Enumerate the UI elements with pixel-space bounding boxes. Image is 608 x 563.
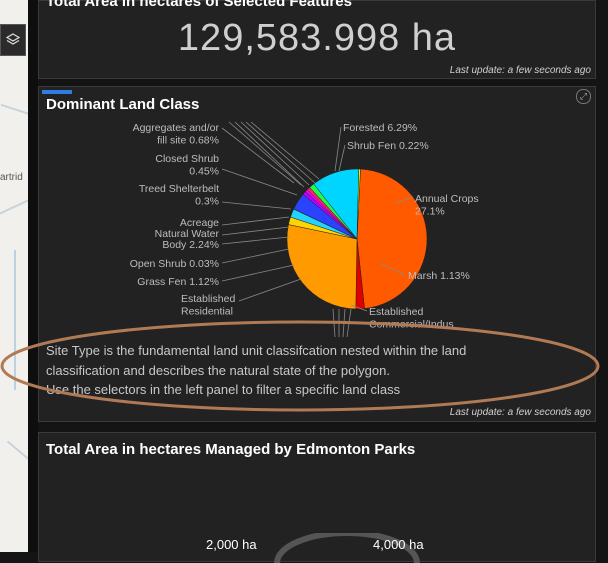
pie-chart[interactable]: Aggregates and/or fill site 0.68% Closed S… [39, 87, 595, 337]
map-road [6, 440, 28, 462]
gauge-arc [274, 533, 420, 563]
leader-line [221, 236, 290, 245]
layers-icon [6, 33, 20, 45]
last-update: Last update: a few seconds ago [449, 407, 591, 418]
widget-title: Dominant Land Class [46, 96, 200, 113]
leader-line [221, 248, 290, 264]
pie-slice[interactable] [356, 168, 361, 240]
pie-label-line: Natural Water [155, 228, 220, 240]
pie-label-line: Open Shrub 0.03% [130, 258, 219, 270]
pie-label-line: Annual Crops [415, 193, 479, 205]
expand-icon[interactable]: ⤢ [576, 89, 591, 104]
pie-label: Natural Water [155, 228, 220, 240]
pie-label-line: Grass Fen 1.12% [137, 276, 219, 288]
gauge-min-label: 2,000 ha [206, 537, 257, 552]
map-road [0, 103, 28, 119]
leader-line [221, 216, 290, 226]
leader-line [245, 121, 316, 184]
pie-label-line: 0.45% [189, 166, 219, 178]
leader-line [334, 126, 342, 172]
pie-label-line: Treed Shelterbelt [139, 183, 219, 195]
panel-gutter [28, 0, 38, 552]
leader-line [394, 196, 414, 204]
description-text: Site Type is the fundamental land unit c… [46, 341, 566, 400]
description-line: classification and describes the natural… [46, 362, 390, 378]
last-update: Last update: a few seconds ago [449, 65, 591, 76]
leader-line [228, 121, 302, 186]
widget-title: Total Area in hectares Managed by Edmont… [46, 441, 416, 458]
description-line: Use the selectors in the left panel to f… [46, 382, 401, 397]
leader-line [240, 121, 310, 186]
pie-label-line: Aggregates and/or [133, 122, 220, 134]
leader-line [350, 304, 368, 312]
pie-label-line: Acreage [180, 217, 219, 229]
leader-line [221, 168, 298, 196]
pie-label-line: Closed Shrub [155, 153, 219, 165]
annotation-ellipse [0, 320, 600, 412]
pie-label-line: Residential [181, 306, 233, 318]
pie-slice[interactable] [356, 168, 428, 309]
pie-label: Annual Crops 27.1% [415, 193, 479, 218]
pie-label: Body 2.24% [162, 239, 219, 251]
pie-label-line: 27.1% [415, 206, 445, 218]
pie-label: Grass Fen 1.12% [137, 276, 219, 288]
pie-label-line: Forested 6.29% [343, 122, 417, 134]
leader-line [338, 144, 346, 172]
description-line: Site Type is the fundamental land unit c… [46, 343, 467, 358]
leader-line [378, 262, 406, 276]
map-river [14, 250, 16, 390]
managed-area-widget: Total Area in hectares Managed by Edmont… [38, 432, 596, 563]
leader-line [221, 226, 290, 236]
total-area-value: 129,583.998 ha [177, 17, 457, 59]
gauge-max-label: 4,000 ha [373, 537, 424, 552]
area-selected-widget: Total Area in hectares of Selected Featu… [38, 0, 596, 79]
drag-handle[interactable] [42, 90, 72, 94]
pie-label-line: Shrub Fen 0.22% [347, 140, 429, 152]
map-view[interactable]: artrid [0, 0, 28, 552]
leader-line [221, 127, 295, 184]
leader-line [221, 264, 295, 282]
leader-lines [221, 121, 414, 337]
pie-label-line: Established [181, 293, 235, 305]
layers-button[interactable] [0, 24, 26, 56]
pie-label-line: Marsh 1.13% [408, 270, 470, 282]
pie-label: Aggregates and/or fill site 0.68% [133, 122, 220, 147]
pie-label: Marsh 1.13% [408, 270, 470, 282]
pie-label: Open Shrub 0.03% [130, 258, 219, 270]
pie-label: Closed Shrub 0.45% [155, 153, 219, 178]
pie-slice[interactable] [286, 224, 358, 310]
pie-slices[interactable] [286, 168, 428, 310]
pie-label-line: Body 2.24% [162, 239, 219, 251]
pie-label: Shrub Fen 0.22% [347, 140, 429, 152]
pie-label-line: Established [369, 306, 423, 318]
pie-label-line: 0.3% [195, 196, 219, 208]
leader-line [238, 278, 302, 302]
pie-label: Treed Shelterbelt 0.3% [139, 183, 219, 208]
map-road [0, 198, 28, 216]
map-place-label: artrid [0, 172, 23, 183]
leader-line [221, 201, 292, 210]
pie-label-line: fill site 0.68% [157, 135, 219, 147]
leader-line [234, 121, 305, 188]
pie-label: Established Residential [181, 293, 235, 318]
widget-title: Total Area in hectares of Selected Featu… [46, 0, 352, 10]
pie-label: Acreage [180, 217, 219, 229]
leader-line [250, 121, 320, 180]
dominant-land-class-widget: ⤢ Dominant Land Class Aggregates and/or f… [38, 86, 596, 422]
pie-label: Forested 6.29% [343, 122, 417, 134]
